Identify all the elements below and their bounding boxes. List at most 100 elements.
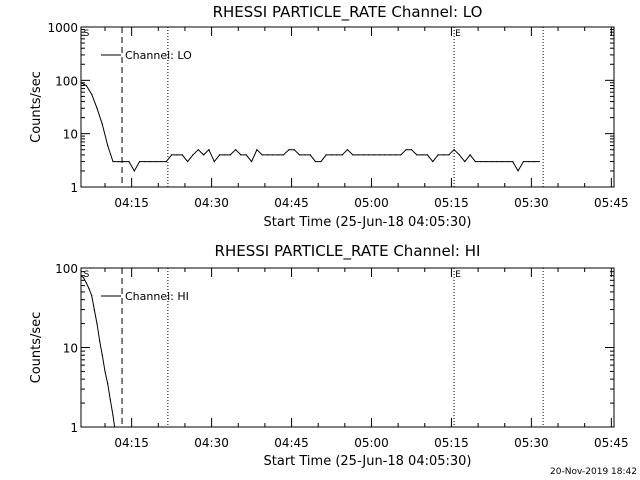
data-point [202, 154, 205, 156]
marker-label: S [84, 270, 90, 280]
data-point [288, 149, 290, 151]
data-point [501, 160, 503, 163]
data-point [112, 414, 114, 416]
data-point [496, 160, 498, 163]
x-tick-label: 04:15 [114, 436, 149, 450]
series-line [80, 82, 540, 172]
data-point [282, 154, 285, 156]
data-point [176, 154, 178, 156]
data-point [187, 160, 189, 163]
data-point [277, 154, 279, 156]
data-point [389, 154, 391, 156]
x-tick-label: 04:30 [194, 436, 229, 450]
data-point [506, 160, 508, 163]
data-point [80, 275, 82, 277]
series-line [80, 275, 116, 428]
data-point [234, 149, 237, 151]
data-point [293, 149, 295, 151]
data-point [133, 170, 135, 172]
x-tick-label: 04:45 [274, 436, 309, 450]
data-point [357, 154, 359, 156]
data-point [421, 154, 423, 156]
data-point [320, 160, 322, 163]
data-point [416, 154, 418, 156]
data-point [88, 288, 90, 290]
data-point [448, 154, 450, 156]
data-point [528, 160, 530, 163]
data-point [218, 154, 221, 156]
data-point [113, 426, 116, 428]
data-point [469, 154, 471, 156]
data-point [330, 154, 333, 156]
data-point [109, 399, 111, 401]
data-point [85, 84, 87, 87]
data-point [96, 107, 98, 109]
data-point [314, 160, 317, 163]
data-point [104, 370, 106, 373]
data-point [229, 154, 231, 156]
data-point [149, 160, 151, 163]
chart-title: RHESSI PARTICLE_RATE Channel: LO [213, 3, 483, 22]
y-tick-label: 1000 [47, 21, 78, 35]
data-point [181, 154, 183, 156]
data-point [336, 154, 338, 156]
data-point [522, 160, 524, 163]
data-point [272, 154, 274, 156]
data-point [208, 149, 210, 151]
data-point [480, 160, 482, 163]
y-tick-label: 10 [63, 342, 78, 356]
x-axis-label: Start Time (25-Jun-18 04:05:30) [264, 215, 472, 230]
data-point [197, 149, 199, 151]
y-tick-label: 1 [70, 181, 78, 195]
data-point [85, 282, 87, 284]
x-tick-label: 05:45 [594, 196, 629, 210]
data-point [458, 154, 461, 156]
data-point [437, 154, 439, 156]
data-point [394, 154, 397, 156]
chart-hi-panel: RHESSI PARTICLE_RATE Channel: HI 1 10 100 04… [29, 242, 629, 469]
data-point [298, 154, 301, 156]
data-point [128, 160, 130, 163]
data-point [245, 154, 247, 156]
chart-lo-panel: RHESSI PARTICLE_RATE Channel: LO 1 10 100 10… [29, 3, 629, 230]
data-point [474, 160, 477, 163]
y-tick-label: 100 [55, 262, 78, 276]
x-tick-label: 05:00 [354, 436, 389, 450]
x-tick-label: 04:30 [194, 196, 229, 210]
data-point [123, 160, 125, 163]
data-point [99, 340, 101, 342]
y-axis-label: Counts/sec [29, 312, 44, 384]
data-point [464, 160, 466, 163]
data-point [107, 144, 109, 147]
data-point [96, 322, 98, 325]
marker-label: S [84, 29, 90, 39]
data-point [165, 160, 167, 163]
marker-label: E [455, 29, 461, 39]
plot-frame [80, 26, 615, 188]
x-tick-label: 05:30 [514, 436, 549, 450]
y-axis-label: Counts/sec [29, 71, 44, 143]
x-tick-label: 04:15 [114, 196, 149, 210]
data-point [80, 82, 82, 84]
data-point [304, 154, 306, 156]
data-point [192, 154, 194, 156]
data-point [405, 149, 407, 151]
x-tick-label: 05:00 [354, 196, 389, 210]
data-point [453, 149, 455, 151]
data-point [362, 154, 365, 156]
footer-timestamp: 20-Nov-2019 18:42 [550, 467, 637, 477]
data-point [155, 160, 157, 163]
data-point [117, 160, 119, 163]
data-point [224, 154, 226, 156]
data-point [250, 160, 253, 163]
data-point [171, 154, 173, 156]
legend-text: Channel: LO [125, 49, 192, 62]
y-tick-label: 1 [70, 421, 78, 435]
data-point [107, 383, 109, 385]
data-point [240, 154, 242, 156]
data-point [538, 160, 540, 163]
data-point [512, 160, 514, 163]
data-point [93, 308, 95, 311]
marker-label: E [455, 270, 461, 280]
